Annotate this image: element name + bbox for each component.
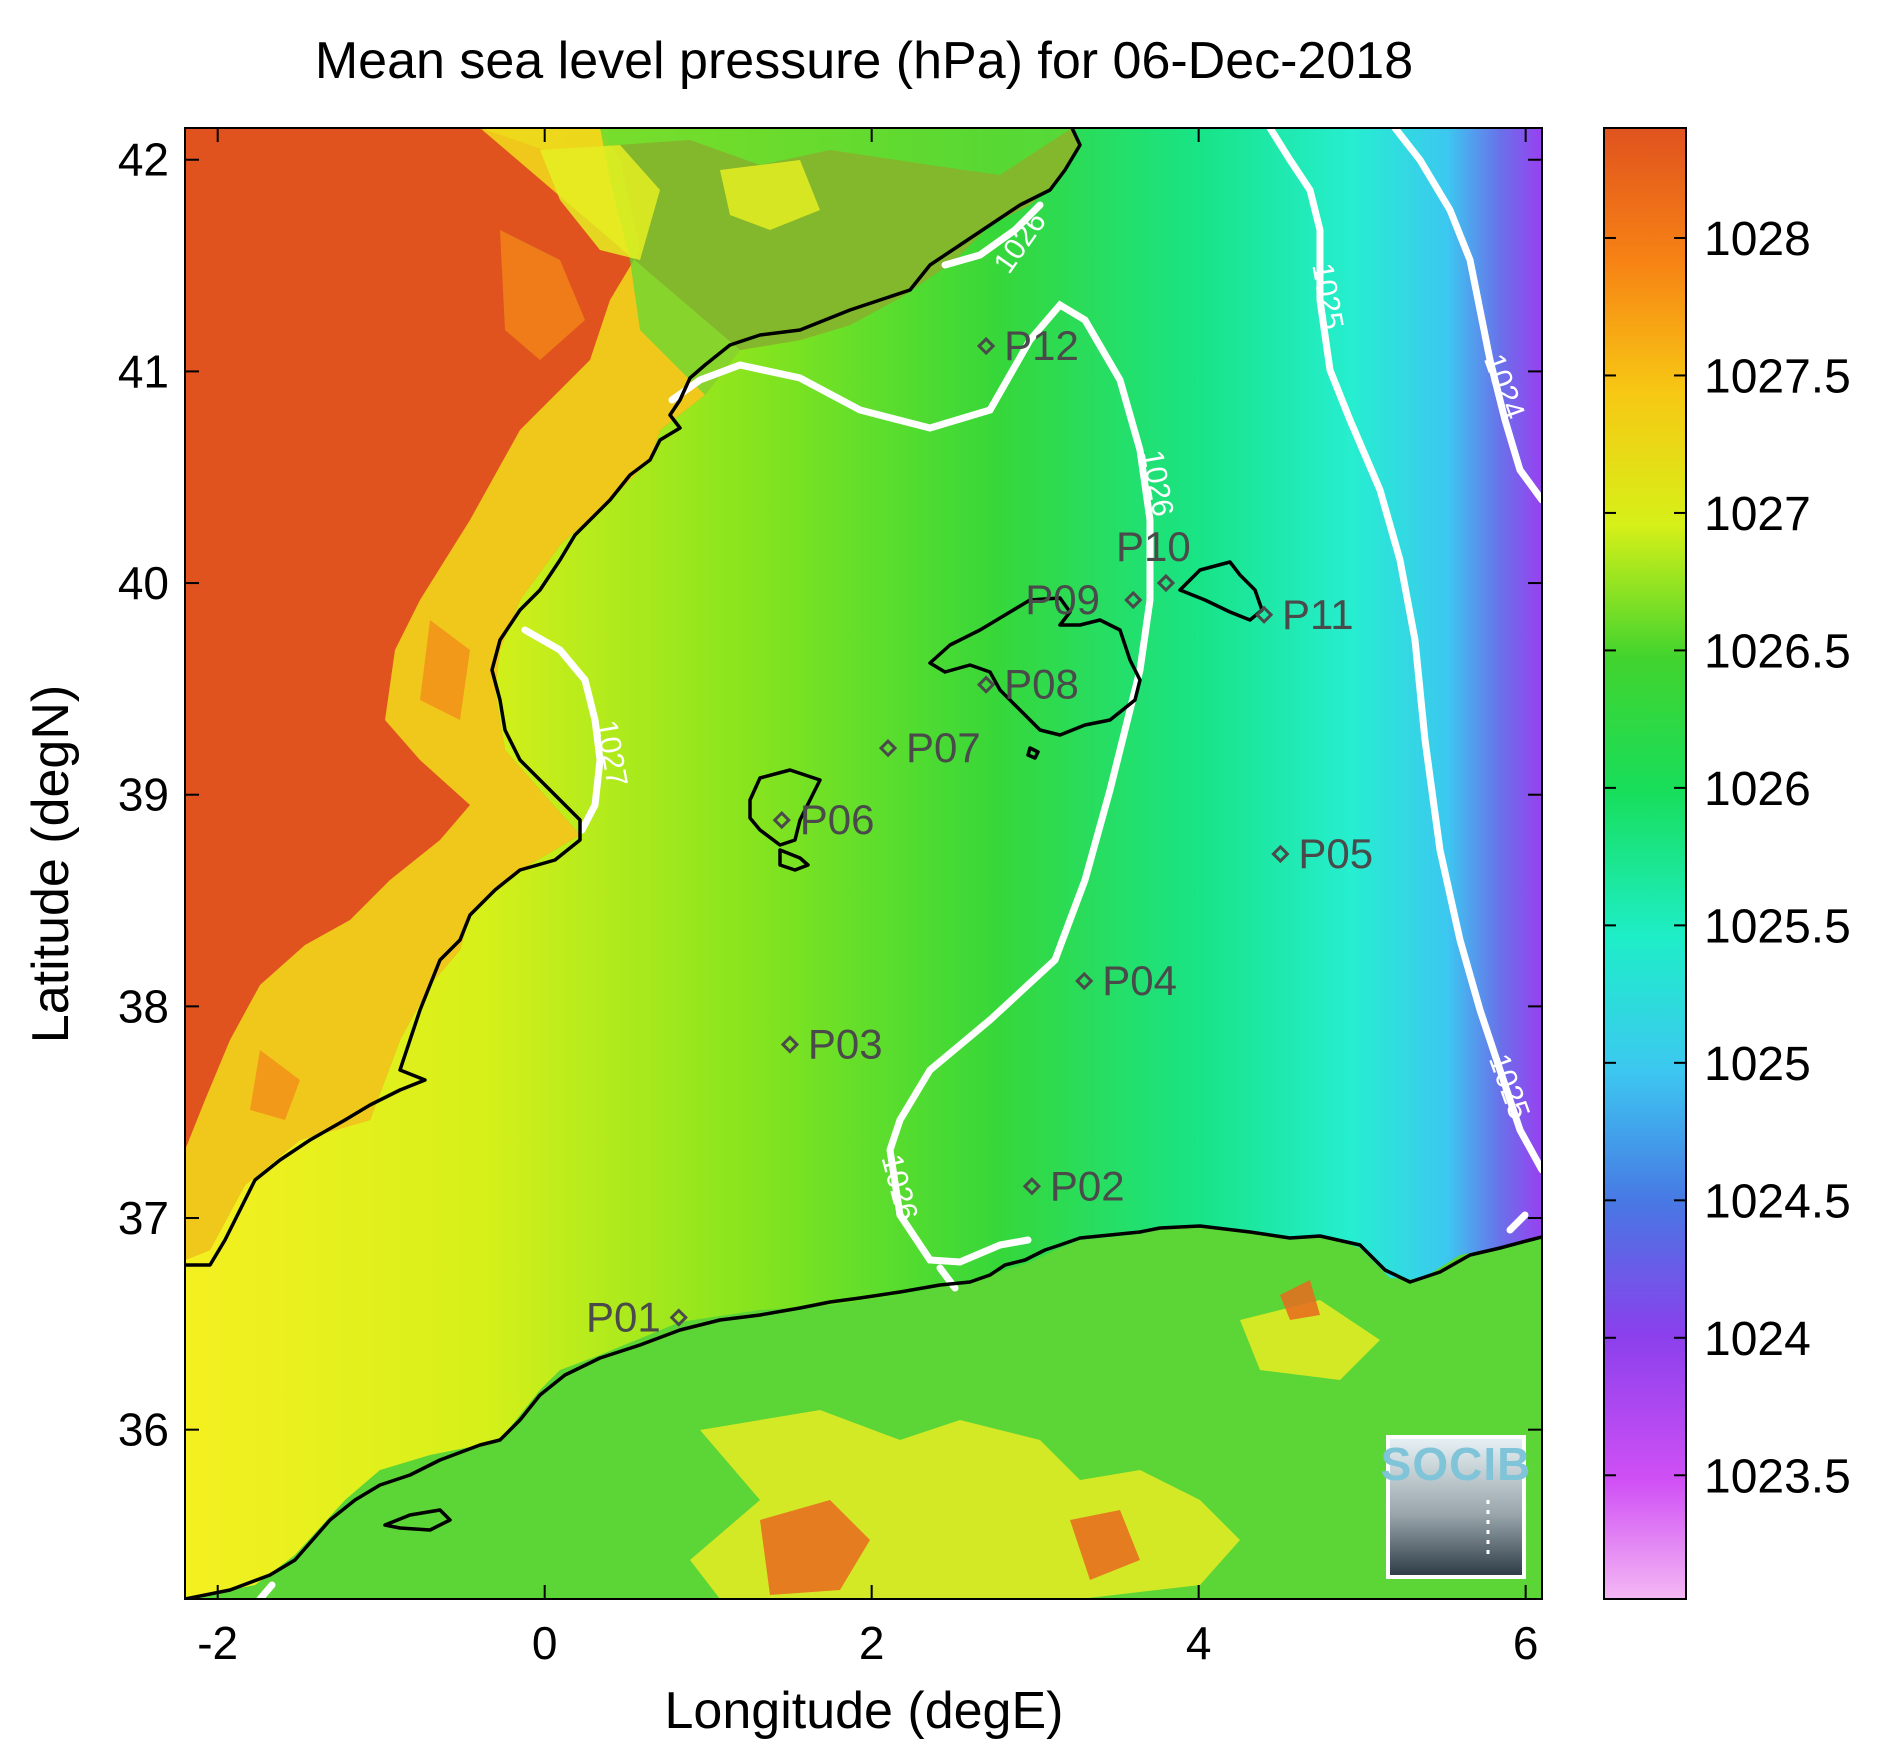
point-p06: P06 [772,796,875,843]
point-label: P10 [1116,523,1191,570]
socib-logo-text: SOCIB [1381,1438,1532,1490]
colorbar-tick-label: 1025 [1704,1038,1811,1091]
catalonia-yellow-patch [540,145,820,260]
contour-africa-south [256,1581,276,1599]
point-p11: P11 [1254,591,1354,638]
colorbar-tick-label: 1025.5 [1704,900,1851,953]
x-tick-label: 4 [1186,1617,1212,1669]
y-axis-label: Latitude (degN) [22,685,80,1043]
point-marker-diamond [1075,971,1094,991]
y-tick-label: 42 [118,134,169,186]
point-label: P01 [586,1293,661,1340]
colorbar-tick-label: 1026.5 [1704,625,1851,678]
x-tick-label: 0 [532,1617,558,1669]
point-marker-diamond [976,675,996,694]
point-p07: P07 [878,724,981,771]
atlas-yellow-highlands [690,1300,1380,1599]
point-label: P04 [1102,957,1177,1004]
colorbar: 1023.5 1024 1024.5 1025 1025.5 1026 1026.5 1027… [1603,127,1851,1600]
x-axis-label: Longitude (degE) [665,1682,1064,1740]
point-p04: P04 [1075,957,1177,1004]
atlas-red-highlands [760,1280,1320,1595]
colorbar-ticks: 1023.5 1024 1024.5 1025 1025.5 1026 1026.5 1027… [1604,213,1851,1503]
point-p02: P02 [1022,1162,1125,1209]
contour-1027 [521,626,604,834]
point-label: P02 [1050,1162,1125,1209]
point-marker-diamond [878,739,898,758]
point-marker-diamond [772,810,791,830]
ibiza-coastline [748,768,822,847]
point-label: P08 [1004,661,1079,708]
point-label: P05 [1298,830,1373,877]
pressure-contours [256,128,1542,1599]
point-marker-diamond [1022,1177,1042,1196]
colorbar-tick-label: 1024.5 [1704,1175,1851,1228]
x-tick-label: -2 [197,1617,238,1669]
colorbar-tick-label: 1026 [1704,763,1811,816]
iberia-highland-patch [250,230,585,1120]
x-tick-label: 6 [1513,1617,1539,1669]
alboran-lake-coastline [383,1508,452,1532]
point-marker-diamond [780,1035,800,1054]
colorbar-tick-label: 1024 [1704,1313,1811,1366]
contour-1024 [1391,128,1542,504]
y-tick-label: 40 [118,557,169,609]
point-marker-diamond [1156,573,1176,593]
colorbar-tick-label: 1027.5 [1704,350,1851,403]
socib-logo: SOCIB [1381,1435,1532,1579]
contour-1026-main [668,300,1154,1266]
point-marker-diamond [1124,590,1143,610]
coastlines [185,128,1542,1599]
x-tick-label: 2 [859,1617,885,1669]
x-axis-ticks: -2 0 2 4 6 [197,128,1538,1669]
point-marker-diamond [1271,844,1290,864]
cabrera-coastline [1026,746,1040,760]
point-label: P12 [1004,322,1079,369]
point-label: P07 [906,724,981,771]
y-tick-label: 37 [118,1192,169,1244]
mallorca-coastline [928,596,1142,737]
point-p05: P05 [1271,830,1373,877]
point-marker-diamond [669,1308,688,1327]
y-tick-label: 39 [118,769,169,821]
iberian-coastline [185,128,1082,1267]
formentera-coastline [778,848,810,872]
menorca-coastline [1178,560,1264,622]
colorbar-gradient [1603,127,1687,1600]
point-p01: P01 [586,1293,688,1340]
point-p08: P08 [976,661,1079,708]
map-area: 1026 1025 1024 1026 1027 1026 1025 P01P0… [185,128,1542,1599]
y-tick-label: 41 [118,345,169,397]
colorbar-tick-label: 1028 [1704,213,1811,266]
point-label: P06 [800,796,875,843]
north-africa-coastline [185,1224,1542,1599]
point-label: P11 [1282,591,1354,638]
point-p03: P03 [780,1020,883,1067]
contour-east-africa [1506,1211,1529,1234]
point-markers: P01 P02 P03 P04 P05 P06 P07 P08 P09 P10 P11 P12 [586,322,1373,1340]
catalonia-land [600,128,1080,395]
colorbar-tick-label: 1027 [1704,488,1811,541]
point-marker-diamond [976,336,996,356]
colorbar-tick-label: 1023.5 [1704,1450,1851,1503]
point-p12: P12 [976,322,1079,369]
map-frame [184,127,1543,1600]
contour-1025 [1266,128,1542,1174]
y-tick-label: 36 [118,1404,169,1456]
contour-1026-north [941,201,1044,269]
point-p10: P10 [1116,523,1191,593]
point-marker-diamond [1254,605,1274,624]
chart-title: Mean sea level pressure (hPa) for 06-Dec… [315,32,1413,90]
y-tick-label: 38 [118,980,169,1032]
point-label: P03 [808,1020,883,1067]
point-p09: P09 [1025,576,1143,623]
y-axis-ticks: 36 37 38 39 40 41 42 [118,134,1542,1456]
point-label: P09 [1025,576,1100,623]
